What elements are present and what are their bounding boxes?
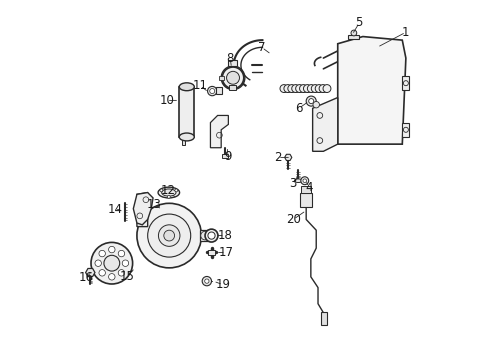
Bar bbox=[229, 85, 235, 90]
Circle shape bbox=[280, 85, 287, 93]
Polygon shape bbox=[179, 87, 194, 137]
Circle shape bbox=[299, 85, 307, 93]
Circle shape bbox=[99, 270, 105, 276]
Text: 13: 13 bbox=[146, 198, 161, 211]
Text: 5: 5 bbox=[355, 17, 362, 30]
Circle shape bbox=[207, 232, 215, 239]
Ellipse shape bbox=[294, 179, 302, 183]
Circle shape bbox=[104, 255, 120, 271]
Polygon shape bbox=[137, 193, 147, 226]
Text: 14: 14 bbox=[107, 203, 122, 216]
Text: 18: 18 bbox=[217, 229, 232, 242]
Circle shape bbox=[147, 214, 190, 257]
Circle shape bbox=[209, 89, 214, 94]
Circle shape bbox=[95, 260, 101, 266]
Circle shape bbox=[307, 85, 315, 93]
Polygon shape bbox=[210, 116, 228, 148]
Circle shape bbox=[108, 274, 115, 280]
Text: 2: 2 bbox=[274, 151, 281, 164]
Text: 12: 12 bbox=[161, 184, 176, 197]
Bar bbox=[218, 76, 224, 80]
Bar bbox=[228, 59, 237, 66]
Circle shape bbox=[118, 270, 124, 276]
Circle shape bbox=[204, 279, 208, 283]
Circle shape bbox=[303, 85, 311, 93]
Text: 17: 17 bbox=[218, 246, 233, 259]
Text: 6: 6 bbox=[295, 102, 302, 115]
Ellipse shape bbox=[162, 189, 176, 196]
Circle shape bbox=[222, 67, 244, 89]
Polygon shape bbox=[85, 269, 95, 276]
Bar bbox=[222, 154, 227, 158]
Circle shape bbox=[287, 85, 295, 93]
Circle shape bbox=[122, 260, 128, 266]
Circle shape bbox=[300, 177, 308, 185]
Polygon shape bbox=[402, 76, 408, 90]
Circle shape bbox=[175, 189, 177, 192]
Circle shape bbox=[160, 189, 163, 192]
Bar bbox=[208, 250, 214, 255]
Circle shape bbox=[295, 85, 303, 93]
Circle shape bbox=[305, 96, 316, 106]
Polygon shape bbox=[337, 37, 405, 144]
Circle shape bbox=[99, 250, 105, 257]
Bar bbox=[215, 87, 222, 94]
Circle shape bbox=[226, 71, 239, 84]
Text: 3: 3 bbox=[289, 177, 296, 190]
Text: 7: 7 bbox=[258, 41, 265, 54]
Polygon shape bbox=[402, 123, 408, 137]
Bar bbox=[321, 312, 326, 325]
Circle shape bbox=[167, 195, 170, 198]
Circle shape bbox=[108, 246, 115, 253]
Text: 10: 10 bbox=[159, 94, 174, 107]
Circle shape bbox=[350, 30, 356, 36]
Text: 19: 19 bbox=[215, 278, 230, 291]
Text: 20: 20 bbox=[285, 213, 300, 226]
Circle shape bbox=[319, 85, 326, 93]
Text: 1: 1 bbox=[401, 26, 409, 39]
Circle shape bbox=[163, 230, 174, 241]
Circle shape bbox=[207, 86, 217, 96]
Text: 9: 9 bbox=[224, 150, 231, 163]
Circle shape bbox=[201, 231, 209, 240]
Circle shape bbox=[91, 242, 132, 284]
Text: 4: 4 bbox=[305, 181, 312, 194]
Circle shape bbox=[284, 85, 291, 93]
Circle shape bbox=[202, 276, 211, 286]
Ellipse shape bbox=[179, 133, 194, 141]
Ellipse shape bbox=[158, 187, 179, 198]
Circle shape bbox=[204, 229, 218, 242]
Circle shape bbox=[312, 102, 319, 108]
Text: 8: 8 bbox=[226, 51, 233, 64]
Bar bbox=[182, 136, 185, 145]
Circle shape bbox=[311, 85, 319, 93]
Bar bbox=[301, 186, 310, 193]
Bar bbox=[300, 193, 311, 207]
Ellipse shape bbox=[179, 83, 194, 91]
Text: 15: 15 bbox=[119, 270, 134, 283]
Text: 16: 16 bbox=[79, 271, 93, 284]
Polygon shape bbox=[133, 193, 153, 225]
Circle shape bbox=[323, 85, 330, 93]
Text: 11: 11 bbox=[192, 79, 207, 92]
Circle shape bbox=[303, 179, 306, 183]
Circle shape bbox=[158, 225, 180, 246]
Polygon shape bbox=[312, 98, 337, 151]
Circle shape bbox=[315, 85, 323, 93]
Bar bbox=[199, 230, 210, 241]
Circle shape bbox=[137, 203, 201, 268]
Circle shape bbox=[291, 85, 299, 93]
Polygon shape bbox=[284, 154, 291, 161]
Bar bbox=[348, 35, 359, 40]
Circle shape bbox=[118, 250, 124, 257]
Circle shape bbox=[308, 99, 313, 104]
